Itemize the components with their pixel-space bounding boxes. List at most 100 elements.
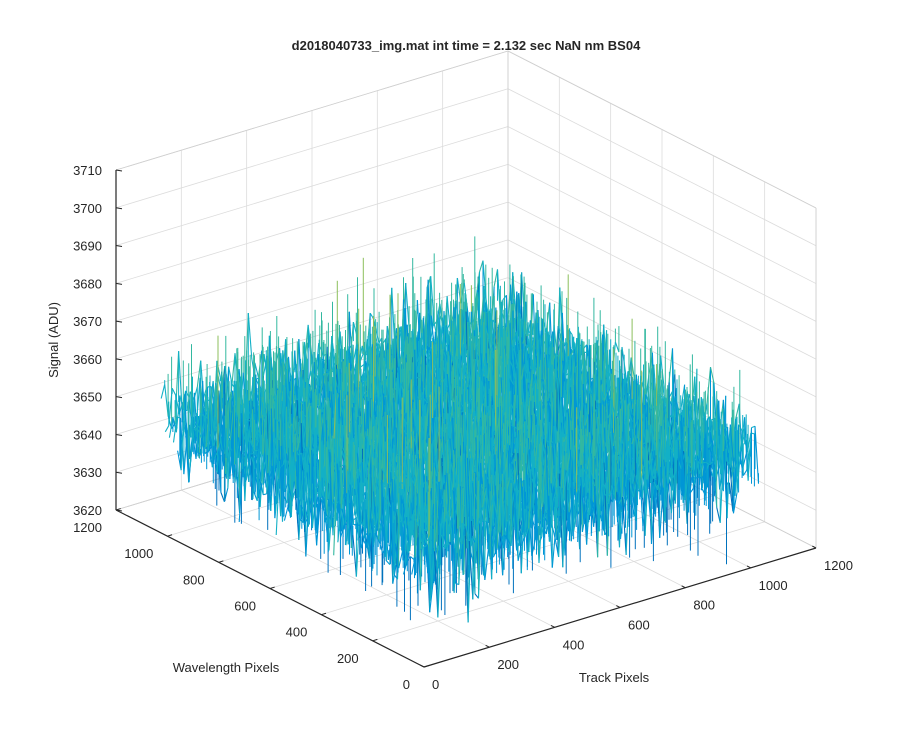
surface-segment [250, 442, 255, 451]
surface-segment [204, 450, 209, 455]
surface-segment [449, 307, 455, 361]
surface-segment [442, 335, 448, 355]
floor-grid-y [372, 521, 765, 642]
surface-segment [253, 491, 258, 501]
surface-segment [463, 344, 468, 355]
wall-grid-z2 [507, 88, 817, 247]
wall-grid-z2 [507, 201, 817, 360]
surface-segment [261, 413, 267, 484]
box-edge [507, 50, 817, 209]
surface-segment [179, 395, 184, 410]
surface-segment [377, 337, 383, 346]
surface-segment [548, 331, 554, 358]
surface-segment [229, 405, 235, 441]
surface-segment [238, 469, 244, 523]
surface-segment [221, 449, 227, 474]
surface-segment [201, 438, 206, 454]
surface-segment [192, 427, 198, 435]
surface-segment [442, 366, 448, 381]
surface-segment [361, 361, 366, 381]
surface-segment [269, 431, 275, 458]
surface-segment [209, 434, 215, 447]
surface-segment [240, 413, 246, 501]
surface-segment [492, 319, 497, 325]
surface-segment [285, 369, 291, 424]
surface-segment [483, 288, 489, 312]
surface-segment [168, 417, 174, 438]
surface-segment [267, 403, 272, 458]
surface-segment [492, 357, 498, 363]
surface-segment [441, 325, 446, 327]
surface-segment [225, 402, 230, 474]
surface-segment [454, 301, 460, 321]
surface-segment [258, 433, 264, 456]
surface-segment [497, 302, 502, 359]
surface-segment [311, 368, 317, 379]
surface-segment [468, 345, 473, 396]
surface-segment [164, 384, 169, 416]
surface-segment [427, 348, 432, 355]
box-edge [115, 50, 509, 171]
wall-grid-z [115, 277, 509, 398]
surface-segment [222, 398, 227, 458]
wall-grid-z [115, 88, 509, 209]
surface-segment [379, 393, 384, 408]
surface-segment [301, 424, 307, 448]
surface-segment [224, 365, 229, 387]
surface-segment [250, 456, 256, 470]
surface-segment [458, 333, 464, 351]
surface-segment [460, 365, 466, 398]
surface-segment [197, 451, 202, 455]
surface-segment [246, 451, 251, 469]
surface-segment [233, 464, 239, 488]
surface-segment [502, 294, 507, 301]
wall-grid-z [115, 163, 509, 284]
surface-segment [263, 493, 267, 496]
surface-segment [181, 425, 186, 441]
surface-segment [218, 390, 224, 440]
surface-segment [209, 398, 214, 446]
surface-segment [189, 434, 194, 468]
surface-segment [184, 394, 189, 458]
surface-segment [227, 411, 232, 488]
wall-grid-z2 [507, 163, 817, 322]
surface-segment [462, 311, 467, 350]
surface-segment [218, 423, 223, 450]
surface-segment [363, 340, 369, 364]
surface-segment [415, 376, 420, 380]
surface-segment [478, 260, 484, 272]
surface-segment [195, 423, 201, 429]
surface-segment [247, 313, 253, 359]
surface-segment [164, 425, 170, 433]
surface-segment [172, 416, 178, 443]
surface-segment [512, 332, 518, 341]
surface-segment [228, 390, 234, 403]
surface-segment [263, 354, 269, 382]
surface-segment [322, 371, 328, 376]
surface-segment [506, 284, 512, 333]
surface-segment [176, 416, 181, 419]
surface-segment [374, 376, 380, 405]
surface-segment [442, 379, 448, 388]
surface-segment [220, 492, 225, 502]
surface-segment [254, 362, 259, 378]
surface-segment [245, 453, 251, 481]
surface-segment [174, 351, 180, 424]
wall-grid-z2 [507, 126, 817, 284]
surface-segment [247, 438, 252, 444]
surface-segment [273, 446, 279, 460]
surface-segment [160, 384, 166, 399]
surface-segment [230, 449, 236, 465]
wall-grid-z [115, 239, 509, 360]
surface-segment [300, 342, 306, 377]
surface-segment [446, 373, 452, 420]
surface-segment [251, 374, 257, 401]
surface-segment [274, 418, 280, 423]
surface-segment [475, 353, 480, 357]
surface-segment [433, 337, 439, 346]
surface-segment [450, 318, 456, 363]
surface-segment [193, 429, 199, 453]
surface-segment [254, 469, 260, 497]
surface-segment [535, 312, 541, 366]
